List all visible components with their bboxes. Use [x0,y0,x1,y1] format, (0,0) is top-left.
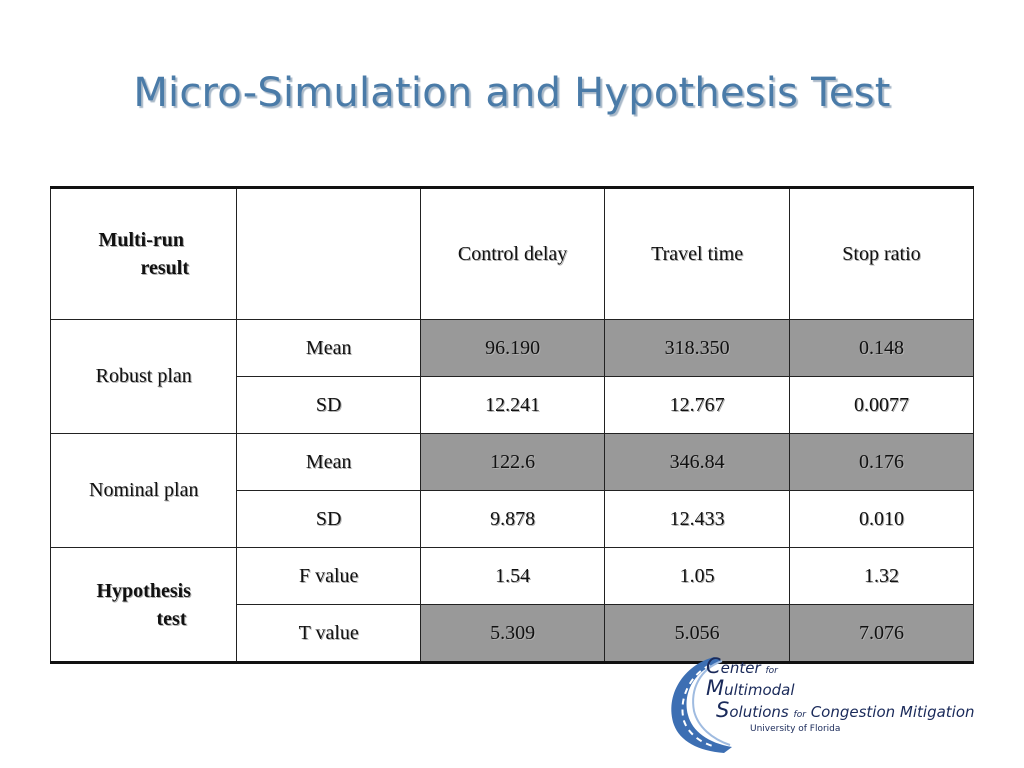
stat-label: F value [236,547,421,605]
data-cell: 122.6 [419,433,606,491]
slide-title: Micro-Simulation and Hypothesis Test [133,70,891,116]
hypothesis-label-line1: Hypothesis [96,579,191,602]
corner-header-cell: Multi-run result [49,187,238,320]
data-cell: 1.32 [788,547,975,605]
data-cell: 0.148 [788,319,975,377]
logo-word-ultimodal: ultimodal [724,681,795,699]
data-cell: 7.076 [788,604,975,663]
column-header-control-delay: Control delay [419,187,606,320]
logo-for-1: for [765,666,778,676]
column-header-stop-ratio: Stop ratio [788,187,975,320]
column-header-travel-time: Travel time [604,187,790,320]
results-table: Multi-run result Control delay Travel ti… [49,186,975,664]
corner-header-line1: Multi-run [98,229,185,251]
table-row: Nominal plan Mean 122.6 346.84 0.176 [49,433,975,548]
data-cell: 0.176 [788,433,975,491]
logo-word-enter: enter [720,659,761,677]
data-cell: 346.84 [604,433,790,491]
stat-label: SD [236,376,421,434]
logo-for-2: for [793,710,806,720]
stat-label: Mean [236,433,421,491]
data-cell: 12.433 [604,490,790,548]
university-label: University of Florida [750,724,841,734]
table-row: SD 9.878 12.433 0.010 [51,490,975,548]
data-cell: 318.350 [604,319,790,377]
stat-label: SD [236,490,421,548]
group-label-hypothesis-test: Hypothesis test [49,547,238,663]
data-cell: 5.309 [419,604,606,663]
hypothesis-label-line2: test [156,607,187,630]
group-label-robust-plan: Robust plan [49,319,238,434]
stat-label: T value [236,604,421,663]
data-cell: 96.190 [419,319,606,377]
data-cell: 1.05 [604,547,790,605]
data-cell: 1.54 [419,547,606,605]
data-cell: 12.767 [604,376,790,434]
data-cell: 12.241 [419,376,606,434]
group-label-nominal-plan: Nominal plan [49,433,238,548]
corner-header-line2: result [140,257,189,279]
data-cell: 5.056 [604,604,790,663]
logo-letter-m: M [706,676,725,700]
table-row: T value 5.309 5.056 7.076 [51,604,975,663]
logo-word-olutions: olutions [729,703,789,721]
table-row: SD 12.241 12.767 0.0077 [51,376,975,434]
logo-letter-s: S [716,698,730,722]
logo-word-congestion-mitigation: Congestion Mitigation [810,703,975,721]
logo-letter-c: C [706,654,721,678]
empty-header-cell [236,187,421,320]
table-row: Hypothesis test F value 1.54 1.05 1.32 [49,547,975,663]
data-cell: 9.878 [419,490,606,548]
data-cell: 0.010 [788,490,975,548]
table-header-row: Multi-run result Control delay Travel ti… [49,187,975,320]
cmscm-logo-icon [671,657,732,753]
table-row: Robust plan Mean 96.190 318.350 0.148 [49,319,975,434]
data-cell: 0.0077 [788,376,975,434]
stat-label: Mean [236,319,421,377]
